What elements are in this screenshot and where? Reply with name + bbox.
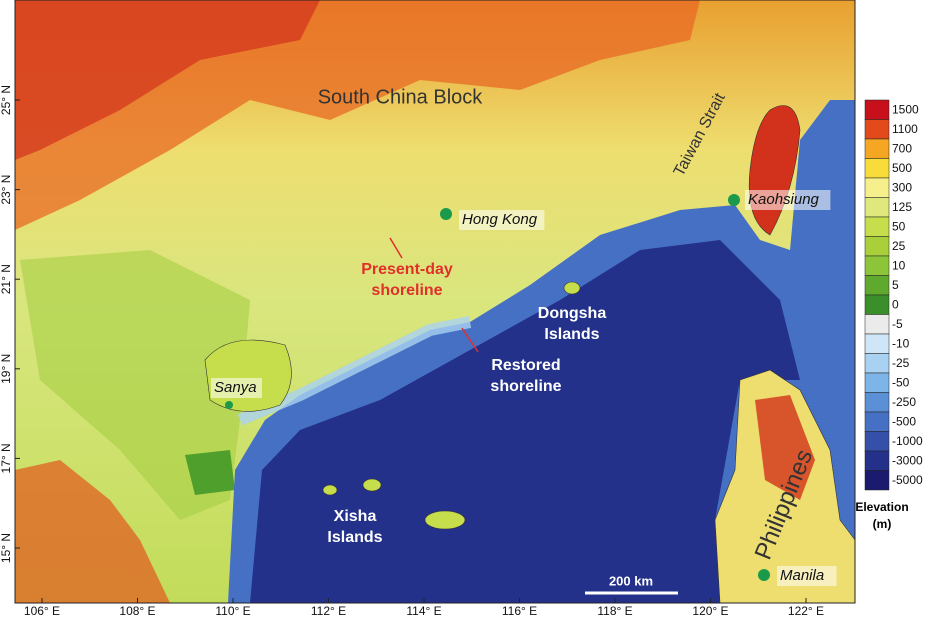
- legend-swatch: [864, 138, 890, 159]
- legend-swatch: [864, 372, 890, 393]
- x-tick-label: 120° E: [692, 604, 728, 618]
- y-tick-label: 19° N: [0, 354, 13, 384]
- legend-label: 10: [892, 258, 906, 272]
- island: [322, 484, 338, 496]
- place-label-bg: [211, 378, 262, 398]
- legend-swatch: [864, 236, 890, 257]
- arrow: [389, 237, 403, 259]
- place-label-bg: [777, 566, 837, 586]
- legend-label: -50: [892, 375, 910, 389]
- x-tick-label: 108° E: [119, 604, 155, 618]
- legend-swatch: [864, 333, 890, 354]
- legend-swatch: [864, 392, 890, 413]
- x-tick-label: 122° E: [788, 604, 824, 618]
- map-area: [15, 0, 855, 603]
- legend-label: -1000: [892, 434, 923, 448]
- legend-label: 300: [892, 180, 912, 194]
- island-label: Dongsha: [538, 305, 607, 322]
- legend-label: 125: [892, 200, 912, 214]
- place-marker: [440, 208, 452, 220]
- arrow: [461, 327, 479, 353]
- legend-title: Elevation: [855, 500, 908, 514]
- place-label: Kaohsiung: [748, 191, 820, 208]
- legend-label: -5: [892, 317, 903, 331]
- y-tick-label: 17° N: [0, 443, 13, 473]
- island: [424, 510, 466, 530]
- place-marker: [728, 194, 740, 206]
- x-tick-label: 112° E: [311, 604, 346, 618]
- x-tick-label: 114° E: [406, 604, 441, 618]
- legend-label: 0: [892, 297, 899, 311]
- legend-label: -3000: [892, 453, 923, 467]
- hainan-island: [204, 339, 292, 412]
- legend-swatch: [864, 119, 890, 140]
- annotation: shoreline: [490, 378, 561, 395]
- place-label: Sanya: [214, 379, 257, 396]
- lowland: [20, 250, 250, 520]
- highlands: [15, 460, 170, 603]
- legend-swatch: [864, 197, 890, 218]
- legend-title: (m): [873, 517, 892, 531]
- annotation: shoreline: [371, 282, 442, 299]
- island: [362, 478, 382, 492]
- island: [563, 281, 581, 295]
- deep-sea: [250, 240, 800, 603]
- legend-swatch: [864, 216, 890, 237]
- map-frame: [14, 0, 856, 604]
- annotation: Present-day: [361, 261, 453, 278]
- x-tick-label: 118° E: [597, 604, 632, 618]
- place-label: Manila: [780, 567, 824, 584]
- legend-label: -25: [892, 356, 910, 370]
- place-marker: [758, 569, 770, 581]
- legend-swatch: [864, 450, 890, 471]
- legend-label: -10: [892, 336, 910, 350]
- legend-swatch: [864, 294, 890, 315]
- legend-swatch: [864, 353, 890, 374]
- x-tick-label: 110° E: [215, 604, 250, 618]
- legend-swatch: [864, 275, 890, 296]
- legend-label: -5000: [892, 473, 923, 487]
- y-tick-label: 23° N: [0, 175, 13, 205]
- y-tick-label: 25° N: [0, 85, 13, 115]
- legend-label: 1500: [892, 102, 919, 116]
- legend-label: -500: [892, 414, 916, 428]
- legend-label: -250: [892, 395, 916, 409]
- annotation: Restored: [491, 357, 560, 374]
- legend-swatch: [864, 158, 890, 179]
- legend-swatch: [864, 411, 890, 432]
- legend-label: 500: [892, 161, 912, 175]
- x-tick-label: 106° E: [24, 604, 60, 618]
- highlands: [755, 395, 815, 500]
- region-label: South China Block: [318, 86, 484, 108]
- legend-swatch: [864, 470, 890, 491]
- y-tick-label: 15° N: [0, 533, 13, 563]
- island-label: Islands: [544, 326, 599, 343]
- legend-swatch: [864, 431, 890, 452]
- legend-label: 5: [892, 278, 899, 292]
- lowland: [185, 450, 235, 495]
- legend-swatch: [864, 314, 890, 335]
- place-label-bg: [745, 190, 831, 210]
- legend-label: 25: [892, 239, 906, 253]
- place-marker: [225, 401, 233, 409]
- legend-label: 700: [892, 141, 912, 155]
- x-tick-label: 116° E: [502, 604, 537, 618]
- island-label: Islands: [327, 529, 382, 546]
- place-label-bg: [459, 210, 545, 230]
- legend-label: 50: [892, 219, 906, 233]
- highlands: [15, 0, 320, 160]
- y-tick-label: 21° N: [0, 264, 13, 294]
- legend-swatch: [864, 177, 890, 198]
- place-label: Hong Kong: [462, 211, 538, 228]
- legend-swatch: [864, 99, 890, 120]
- legend-swatch: [864, 255, 890, 276]
- legend-label: 1100: [892, 122, 918, 136]
- scale-bar-label: 200 km: [609, 573, 653, 588]
- island-label: Xisha: [334, 508, 377, 525]
